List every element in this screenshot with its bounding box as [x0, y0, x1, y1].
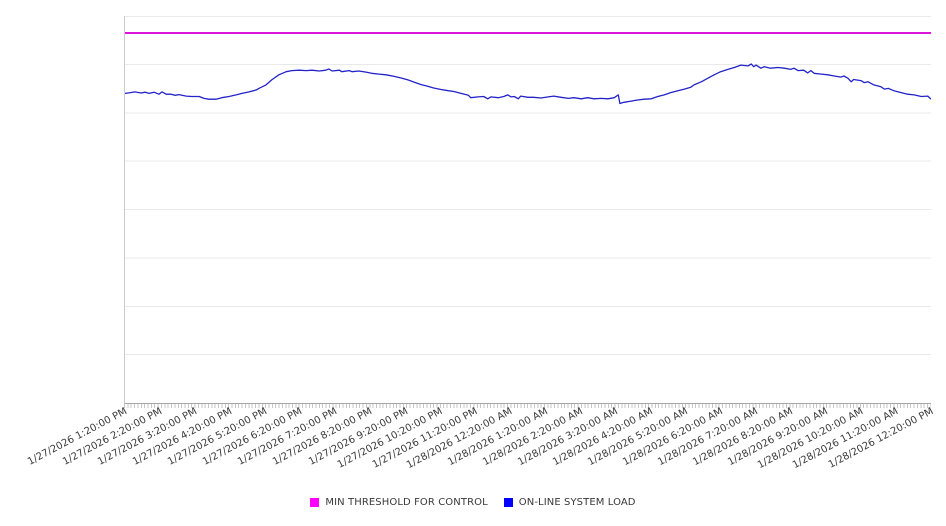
- x-axis-tick-label: 1/28/2026 5:20:00 AM: [586, 406, 690, 469]
- legend-item-min-threshold: MIN THRESHOLD FOR CONTROL: [310, 497, 488, 508]
- x-axis-minor-ticks: [124, 404, 931, 408]
- x-axis-tick-label: 1/27/2026 8:20:00 PM: [271, 406, 375, 468]
- plot-svg: [125, 16, 931, 356]
- legend-label-online-system-load: ON-LINE SYSTEM LOAD: [518, 497, 636, 508]
- x-axis-tick-label: 1/27/2026 10:20:00 PM: [335, 406, 445, 471]
- x-axis-tick-label: 1/27/2026 5:20:00 PM: [166, 406, 270, 468]
- legend-swatch-magenta-icon: [310, 498, 320, 507]
- x-axis-tick-label: 1/28/2026 1:20:00 AM: [445, 406, 550, 469]
- x-axis-tick-label: 1/27/2026 9:20:00 PM: [306, 406, 410, 468]
- x-axis-tick-label: 1/27/2026 6:20:00 PM: [201, 406, 305, 468]
- x-axis-tick-label: 1/28/2026 2:20:00 AM: [480, 406, 585, 469]
- x-axis-tick-label: 1/27/2026 3:20:00 PM: [96, 406, 200, 468]
- x-axis-tick-label: 1/27/2026 2:20:00 PM: [61, 406, 165, 468]
- x-axis-tick-label: 1/28/2026 6:20:00 AM: [621, 406, 725, 469]
- x-axis-tick-label: 1/28/2026 8:20:00 AM: [691, 406, 795, 469]
- x-axis-tick-label: 1/28/2026 9:20:00 AM: [726, 406, 831, 469]
- plot-area: [124, 16, 931, 404]
- x-axis-tick-label: 1/28/2026 10:20:00 AM: [755, 406, 866, 472]
- legend-item-online-system-load: ON-LINE SYSTEM LOAD: [503, 497, 636, 508]
- x-axis-tick-label: 1/28/2026 12:20:00 PM: [826, 406, 936, 471]
- load-line: [125, 63, 931, 105]
- x-axis-tick-label: 1/27/2026 4:20:00 PM: [131, 406, 235, 468]
- x-axis-tick-label: 1/27/2026 7:20:00 PM: [236, 406, 340, 468]
- x-axis-tick-label: 1/28/2026 7:20:00 AM: [656, 406, 760, 469]
- x-axis-tick-label: 1/28/2026 4:20:00 AM: [551, 406, 655, 469]
- x-axis-tick-label: 1/27/2026 11:20:00 PM: [370, 406, 480, 471]
- x-axis-tick-label: 1/28/2026 11:20:00 AM: [790, 406, 901, 472]
- x-axis-tick-label: 1/28/2026 3:20:00 AM: [516, 406, 620, 469]
- legend-swatch-blue-icon: [503, 498, 513, 507]
- x-axis-tick-label: 1/28/2026 12:20:00 AM: [405, 406, 515, 472]
- x-axis-tick-label: 1/27/2026 1:20:00 PM: [26, 406, 130, 468]
- chart-legend: MIN THRESHOLD FOR CONTROL ON-LINE SYSTEM…: [0, 497, 946, 508]
- legend-label-min-threshold: MIN THRESHOLD FOR CONTROL: [325, 497, 488, 508]
